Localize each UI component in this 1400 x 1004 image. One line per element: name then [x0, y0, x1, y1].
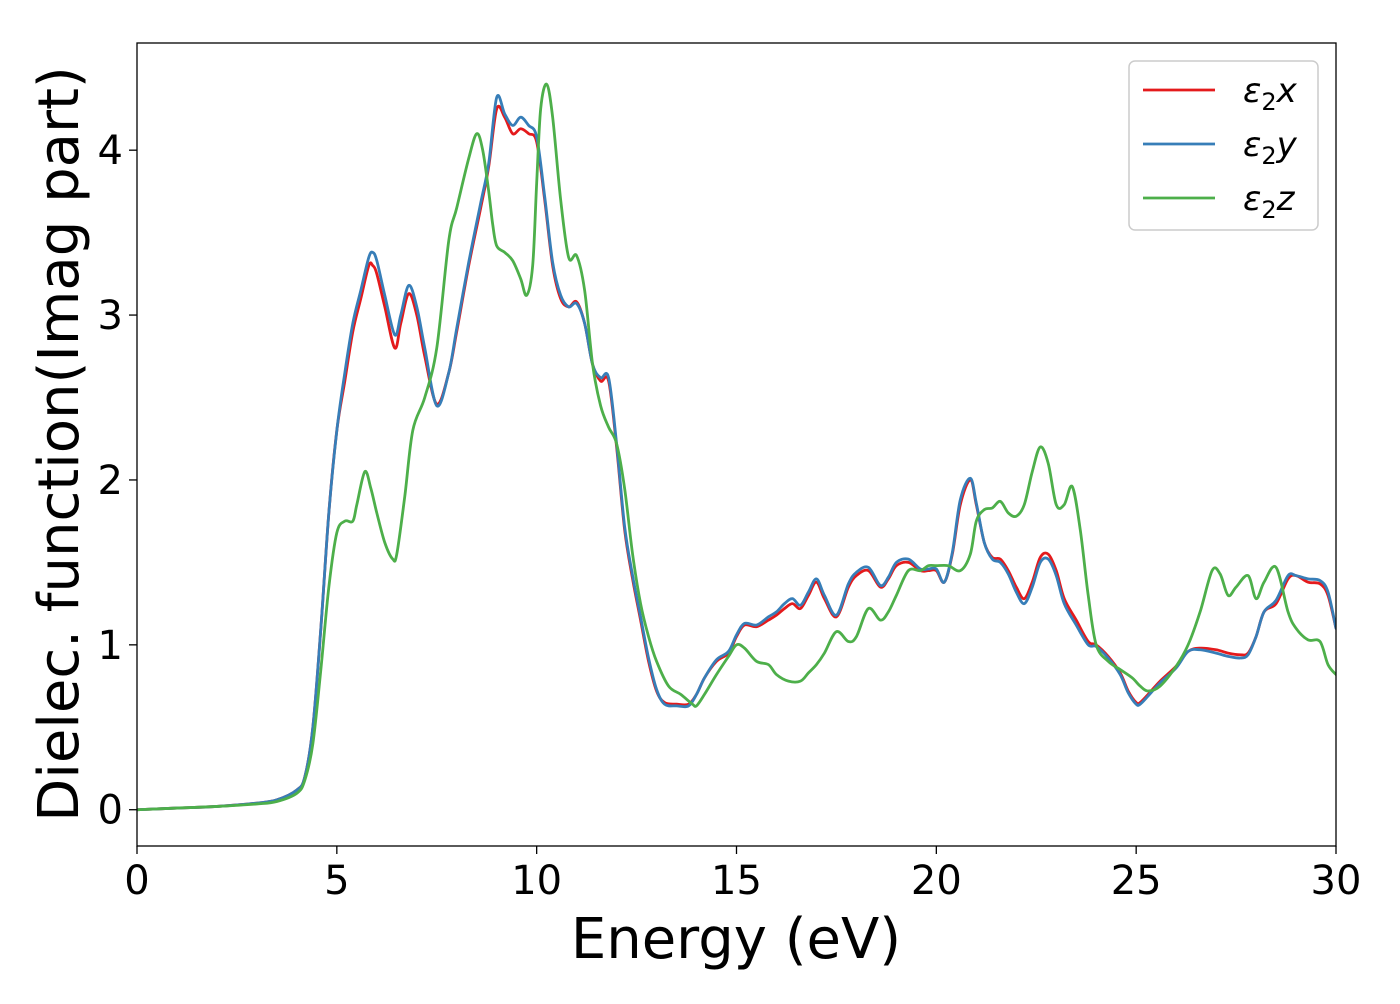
legend: ε2x ε2y ε2z [1128, 60, 1319, 231]
series-line-y [137, 94, 1336, 812]
x-tick-label: 0 [124, 858, 149, 904]
x-axis-ticks: 0 5 10 15 20 25 30 [124, 846, 1361, 904]
y-tick-label: 3 [98, 293, 123, 339]
legend-label-z: ε2z [1243, 179, 1296, 224]
y-tick-label: 2 [98, 458, 123, 504]
y-axis-ticks: 0 1 2 3 4 [98, 128, 137, 834]
x-tick-label: 15 [711, 858, 762, 904]
x-tick-label: 5 [324, 858, 349, 904]
legend-box [1128, 60, 1319, 231]
y-tick-label: 0 [98, 788, 123, 834]
y-tick-label: 1 [98, 623, 123, 669]
x-axis-label: Energy (eV) [571, 907, 901, 972]
series-layer [137, 82, 1336, 812]
series-line-z [137, 82, 1336, 812]
y-axis-label: Dielec. function(Imag part) [27, 66, 92, 822]
x-tick-label: 10 [511, 858, 562, 904]
x-tick-label: 20 [911, 858, 962, 904]
legend-label-y: ε2y [1243, 125, 1298, 170]
legend-label-x: ε2x [1243, 71, 1298, 116]
x-tick-label: 25 [1111, 858, 1162, 904]
x-tick-label: 30 [1311, 858, 1362, 904]
y-tick-label: 4 [98, 128, 123, 174]
